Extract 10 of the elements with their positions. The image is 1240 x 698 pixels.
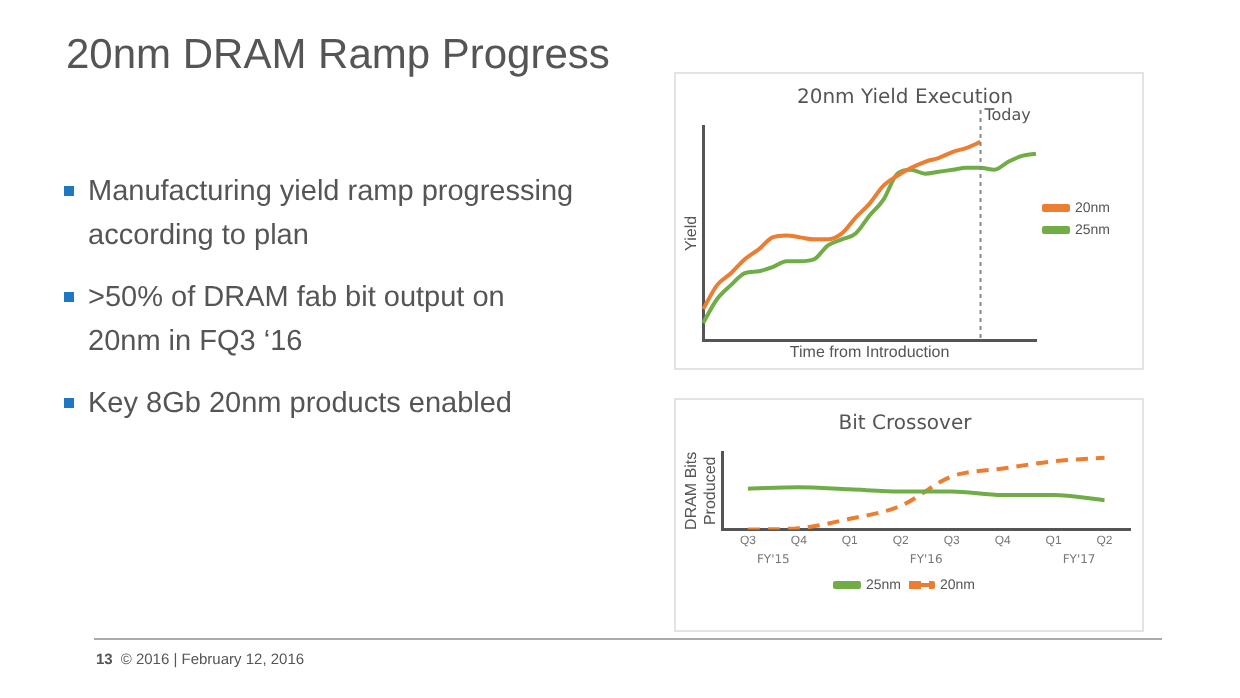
text: >50% of DRAM fab bit output on 20nm in FQ3 ‘16 bbox=[88, 280, 507, 362]
text: Today bbox=[982, 106, 1032, 125]
text: 20nm DRAM Ramp Progress bbox=[66, 32, 610, 80]
y-axis-title: DRAM Bits Produced bbox=[682, 451, 720, 530]
y-axis-title: Yield bbox=[682, 215, 701, 251]
text: Key 8Gb 20nm products enabled bbox=[88, 386, 514, 424]
x-axis-title: Time from Introduction bbox=[789, 342, 950, 361]
chart-title: 20nm Yield Execution bbox=[796, 87, 1014, 110]
chart-title: Bit Crossover bbox=[838, 413, 974, 436]
text: Manufacturing yield ramp progressing according to plan bbox=[88, 174, 576, 256]
